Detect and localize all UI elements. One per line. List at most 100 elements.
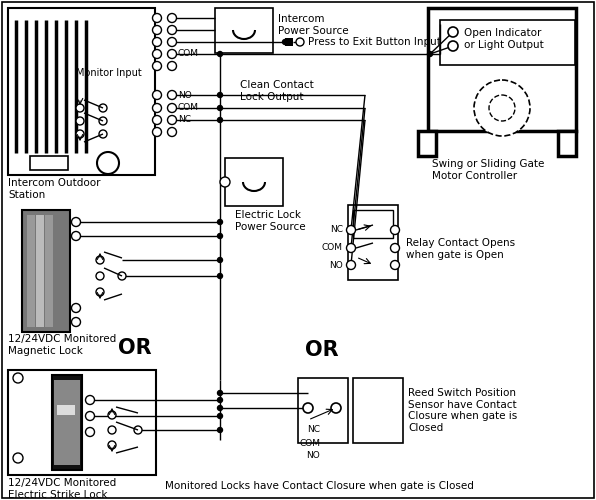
Circle shape (118, 272, 126, 280)
Bar (285, 38, 293, 46)
Text: NC: NC (307, 426, 320, 434)
Circle shape (346, 260, 355, 270)
Circle shape (218, 274, 222, 278)
Text: Open Indicator
or Light Output: Open Indicator or Light Output (464, 28, 544, 50)
Circle shape (99, 130, 107, 138)
Circle shape (108, 411, 116, 419)
Circle shape (167, 128, 176, 136)
Circle shape (474, 80, 530, 136)
Text: COM: COM (299, 438, 320, 448)
Circle shape (390, 244, 399, 252)
Text: Monitored Locks have Contact Closure when gate is Closed: Monitored Locks have Contact Closure whe… (165, 481, 474, 491)
Text: NO: NO (306, 450, 320, 460)
Circle shape (134, 426, 142, 434)
Circle shape (167, 50, 176, 58)
Circle shape (96, 256, 104, 264)
Circle shape (76, 104, 84, 112)
Circle shape (72, 318, 80, 326)
Circle shape (283, 40, 287, 44)
Text: NO: NO (329, 260, 343, 270)
Bar (30, 156, 68, 170)
Text: NO: NO (178, 90, 192, 100)
Text: NC: NC (178, 116, 191, 124)
Bar (353, 210, 393, 238)
Circle shape (218, 92, 222, 98)
Bar (440, 20, 575, 65)
Circle shape (448, 41, 458, 51)
Circle shape (218, 106, 222, 110)
Circle shape (153, 104, 162, 112)
Circle shape (167, 104, 176, 112)
Circle shape (218, 52, 222, 57)
Circle shape (489, 95, 515, 121)
Bar (225, 158, 283, 206)
Circle shape (76, 117, 84, 125)
Text: Press to Exit Button Input: Press to Exit Button Input (308, 37, 441, 47)
Bar (215, 8, 273, 53)
Circle shape (427, 52, 433, 57)
Circle shape (218, 398, 222, 402)
Text: 12/24VDC Monitored
Electric Strike Lock: 12/24VDC Monitored Electric Strike Lock (8, 478, 116, 500)
Circle shape (13, 373, 23, 383)
Circle shape (72, 218, 80, 226)
Circle shape (153, 50, 162, 58)
Circle shape (167, 62, 176, 70)
Circle shape (220, 177, 230, 187)
Bar (27, 215, 35, 327)
Circle shape (96, 272, 104, 280)
Circle shape (99, 117, 107, 125)
Circle shape (218, 406, 222, 410)
Circle shape (85, 428, 95, 436)
Circle shape (218, 428, 222, 432)
Circle shape (97, 152, 119, 174)
Circle shape (153, 116, 162, 124)
Bar (348, 205, 398, 280)
Text: COM: COM (178, 104, 199, 112)
Circle shape (99, 104, 107, 112)
Circle shape (85, 412, 95, 420)
Bar (52, 375, 82, 470)
Bar (558, 131, 576, 156)
Circle shape (153, 26, 162, 35)
Circle shape (218, 390, 222, 396)
Circle shape (218, 414, 222, 418)
Bar (45, 215, 53, 327)
Circle shape (167, 116, 176, 124)
Text: COM: COM (322, 244, 343, 252)
Circle shape (96, 288, 104, 296)
Circle shape (153, 90, 162, 100)
Circle shape (167, 26, 176, 35)
Text: Reed Switch Position
Sensor have Contact
Closure when gate is
Closed: Reed Switch Position Sensor have Contact… (408, 388, 517, 433)
Bar (428, 8, 576, 131)
Bar (57, 405, 75, 415)
Text: Intercom
Power Source: Intercom Power Source (278, 14, 349, 36)
Text: Intercom Outdoor
Station: Intercom Outdoor Station (8, 178, 101, 200)
Circle shape (108, 441, 116, 449)
Circle shape (153, 128, 162, 136)
Bar (8, 370, 156, 475)
Circle shape (153, 14, 162, 22)
Circle shape (346, 226, 355, 234)
Text: Relay Contact Opens
when gate is Open: Relay Contact Opens when gate is Open (406, 238, 515, 260)
Circle shape (390, 260, 399, 270)
Circle shape (167, 90, 176, 100)
Circle shape (153, 38, 162, 46)
Circle shape (296, 38, 304, 46)
Circle shape (390, 226, 399, 234)
Circle shape (331, 403, 341, 413)
Text: OR: OR (118, 338, 151, 358)
Text: 12/24VDC Monitored
Magnetic Lock: 12/24VDC Monitored Magnetic Lock (8, 334, 116, 355)
Text: Monitor Input: Monitor Input (76, 68, 142, 78)
Circle shape (218, 234, 222, 238)
Text: Electric Lock
Power Source: Electric Lock Power Source (235, 210, 306, 232)
Circle shape (167, 14, 176, 22)
Text: NC: NC (330, 226, 343, 234)
Circle shape (76, 130, 84, 138)
Text: COM: COM (178, 50, 199, 58)
Circle shape (153, 62, 162, 70)
Bar (298, 378, 348, 443)
Text: Swing or Sliding Gate
Motor Controller: Swing or Sliding Gate Motor Controller (432, 159, 544, 180)
Bar (36, 215, 44, 327)
Circle shape (218, 118, 222, 122)
Text: OR: OR (305, 340, 339, 360)
